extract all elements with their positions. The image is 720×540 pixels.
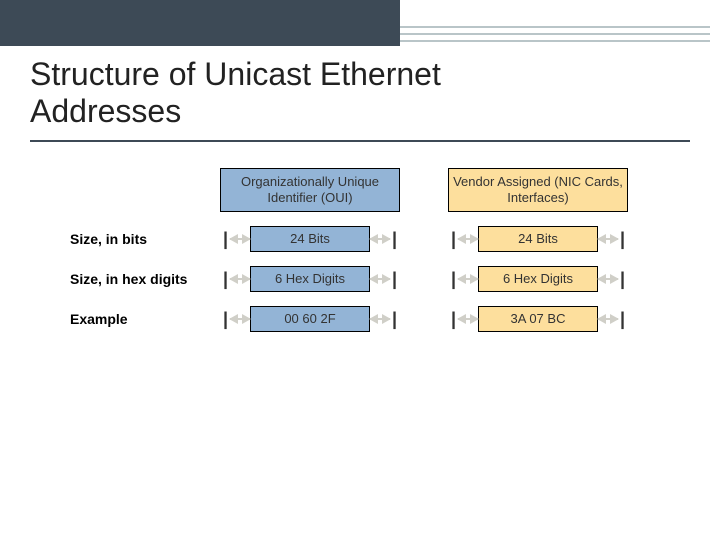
header-line	[400, 33, 710, 35]
table-row: Size, in hex digits|6 Hex Digits||6 Hex …	[70, 266, 650, 292]
table-row: Size, in bits|24 Bits||24 Bits|	[70, 226, 650, 252]
header-lines-block	[400, 0, 720, 46]
oui-cell: |00 60 2F|	[220, 306, 400, 332]
extent-arrow	[370, 318, 390, 320]
vendor-box: 24 Bits	[478, 226, 598, 252]
extent-arrow	[458, 278, 478, 280]
tick-mark: |	[390, 229, 399, 250]
row-box-group: |24 Bits||24 Bits|	[220, 226, 628, 252]
extent-arrow	[370, 238, 390, 240]
address-structure-diagram: Organizationally Unique Identifier (OUI)…	[70, 168, 650, 346]
oui-cell: |24 Bits|	[220, 226, 400, 252]
tick-mark: |	[618, 309, 627, 330]
vendor-box: 3A 07 BC	[478, 306, 598, 332]
header-line	[400, 40, 710, 42]
vendor-cell: |6 Hex Digits|	[448, 266, 628, 292]
vendor-cell: |24 Bits|	[448, 226, 628, 252]
slide-header	[0, 0, 720, 46]
header-line	[400, 26, 710, 28]
oui-header-box: Organizationally Unique Identifier (OUI)	[220, 168, 400, 212]
table-row: Example|00 60 2F||3A 07 BC|	[70, 306, 650, 332]
extent-arrow	[230, 238, 250, 240]
extent-arrow	[458, 318, 478, 320]
row-box-group: |6 Hex Digits||6 Hex Digits|	[220, 266, 628, 292]
page-title: Structure of Unicast Ethernet Addresses	[30, 56, 441, 130]
extent-arrow	[598, 278, 618, 280]
vendor-header-box: Vendor Assigned (NIC Cards, Interfaces)	[448, 168, 628, 212]
extent-arrow	[370, 278, 390, 280]
row-label: Example	[70, 311, 220, 327]
tick-mark: |	[390, 269, 399, 290]
extent-arrow	[230, 278, 250, 280]
oui-cell: |6 Hex Digits|	[220, 266, 400, 292]
title-line-1: Structure of Unicast Ethernet	[30, 56, 441, 92]
tick-mark: |	[618, 229, 627, 250]
tick-mark: |	[390, 309, 399, 330]
extent-arrow	[458, 238, 478, 240]
oui-box: 00 60 2F	[250, 306, 370, 332]
diagram-header-row: Organizationally Unique Identifier (OUI)…	[70, 168, 650, 212]
extent-arrow	[230, 318, 250, 320]
row-label: Size, in bits	[70, 231, 220, 247]
row-label: Size, in hex digits	[70, 271, 220, 287]
oui-box: 6 Hex Digits	[250, 266, 370, 292]
oui-box: 24 Bits	[250, 226, 370, 252]
extent-arrow	[598, 318, 618, 320]
vendor-cell: |3A 07 BC|	[448, 306, 628, 332]
row-box-group: |00 60 2F||3A 07 BC|	[220, 306, 628, 332]
header-dark-block	[0, 0, 400, 46]
extent-arrow	[598, 238, 618, 240]
title-line-2: Addresses	[30, 93, 181, 129]
title-underline	[30, 140, 690, 142]
vendor-box: 6 Hex Digits	[478, 266, 598, 292]
tick-mark: |	[618, 269, 627, 290]
